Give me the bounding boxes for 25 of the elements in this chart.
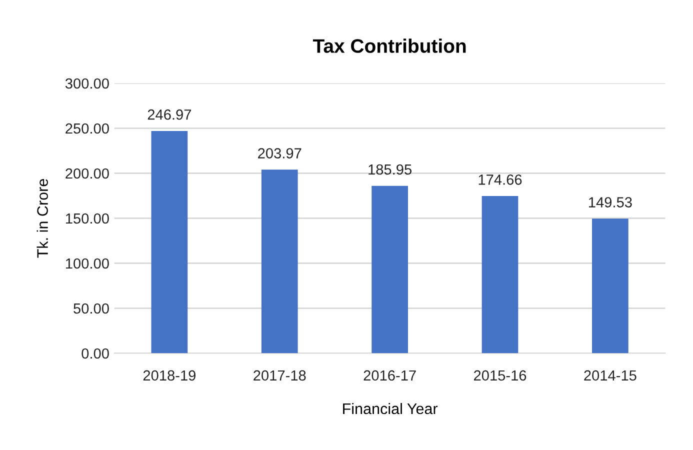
data-label: 203.97 <box>258 148 302 158</box>
chart-title: Tax Contribution <box>312 38 466 53</box>
y-tick-label: 150.00 <box>66 213 109 224</box>
data-label: 185.95 <box>368 164 412 175</box>
bar <box>151 130 188 354</box>
bar <box>482 196 518 354</box>
x-tick-label: 2014-15 <box>584 370 636 381</box>
x-tick-label: 2015-16 <box>474 370 526 381</box>
data-label: 149.53 <box>589 197 632 208</box>
data-label: 246.97 <box>148 109 192 120</box>
y-tick-label: 300.00 <box>65 78 109 89</box>
x-tick-label: 2017-18 <box>254 370 306 381</box>
x-axis-title: Financial Year <box>343 402 438 414</box>
y-tick-label: 200.00 <box>66 168 109 179</box>
data-label: 174.66 <box>478 174 522 185</box>
bar <box>592 218 628 354</box>
y-axis-title: Tk. in Crore <box>36 179 48 258</box>
y-tick-label: 250.00 <box>66 123 109 134</box>
bar <box>372 186 408 354</box>
y-tick-label: 50.00 <box>74 303 109 314</box>
x-tick-label: 2018-19 <box>143 370 196 381</box>
x-tick-label: 2016-17 <box>364 370 416 381</box>
y-tick-label: 100.00 <box>66 258 109 269</box>
y-tick-label: 0.00 <box>82 348 109 359</box>
bar <box>261 170 298 354</box>
